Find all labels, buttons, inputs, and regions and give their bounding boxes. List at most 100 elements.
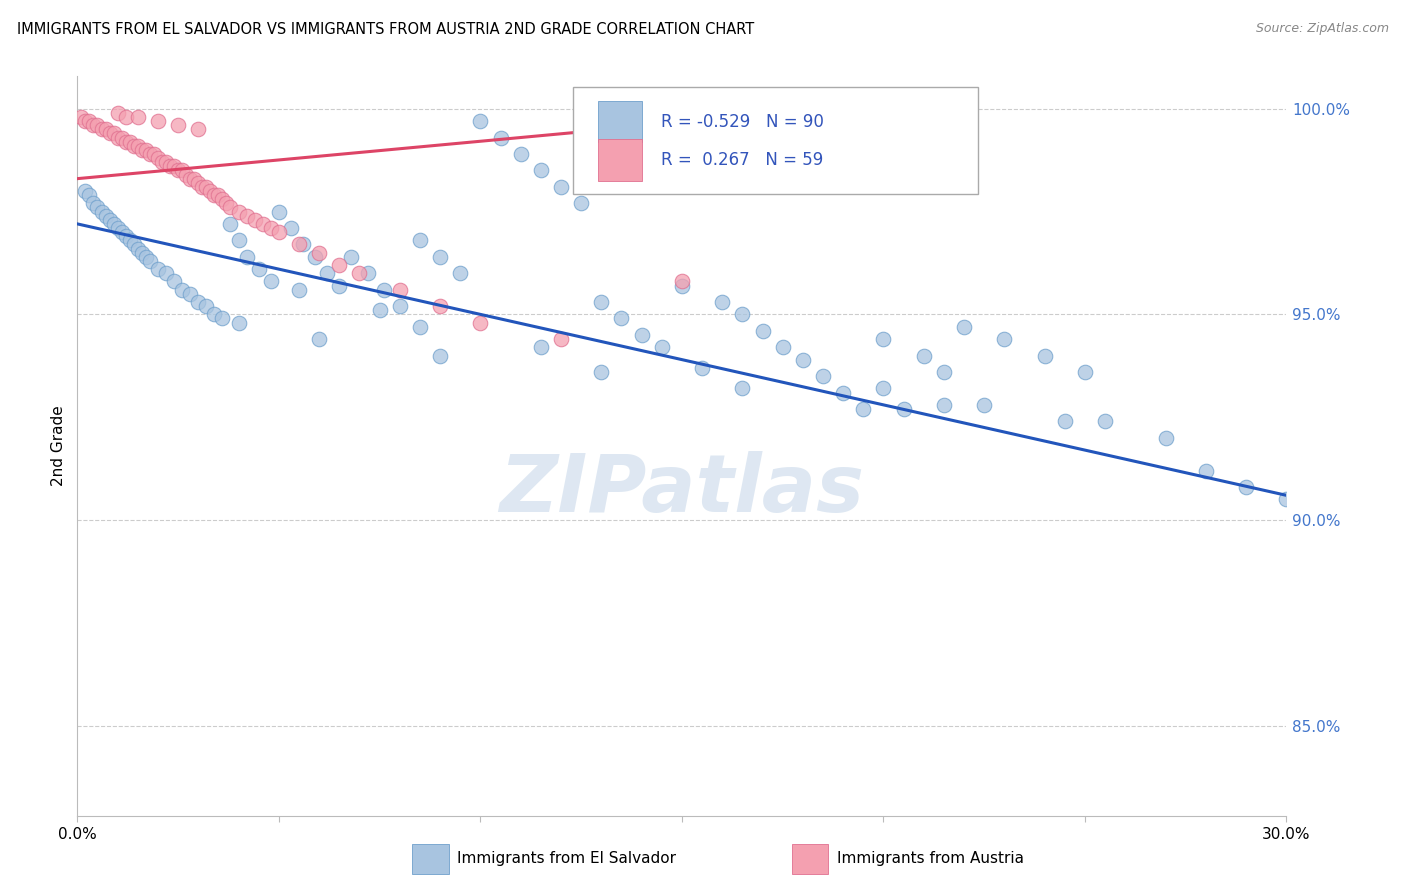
Point (751, 324, 773, 338)
Point (591, 295, 613, 310)
Point (155, 155, 177, 169)
Point (82, 196, 104, 211)
Point (118, 233, 141, 247)
Point (449, 266, 471, 280)
Point (114, 135, 136, 149)
Point (772, 340, 794, 354)
Point (111, 130, 134, 145)
Point (202, 188, 225, 202)
Point (211, 192, 233, 206)
Point (228, 204, 250, 219)
Point (288, 237, 311, 252)
Point (1074, 365, 1097, 379)
Point (671, 275, 693, 289)
Point (550, 332, 572, 346)
Point (191, 179, 214, 194)
Point (356, 266, 378, 280)
Point (228, 316, 250, 330)
Text: IMMIGRANTS FROM EL SALVADOR VS IMMIGRANTS FROM AUSTRIA 2ND GRADE CORRELATION CHA: IMMIGRANTS FROM EL SALVADOR VS IMMIGRANT… (17, 22, 754, 37)
FancyBboxPatch shape (599, 101, 643, 143)
Point (1195, 464, 1218, 478)
Point (349, 266, 371, 280)
Point (328, 278, 350, 293)
Point (111, 225, 134, 239)
Point (127, 138, 149, 153)
Point (202, 307, 225, 321)
Point (211, 311, 233, 326)
FancyBboxPatch shape (574, 87, 979, 194)
Point (79, 114, 101, 128)
Text: Source: ZipAtlas.com: Source: ZipAtlas.com (1256, 22, 1389, 36)
Point (146, 262, 169, 277)
Point (932, 398, 955, 412)
Point (993, 332, 1015, 346)
Point (98, 212, 121, 227)
Point (195, 179, 218, 194)
Point (174, 168, 197, 182)
Point (288, 283, 311, 297)
Point (252, 217, 274, 231)
Point (79, 188, 101, 202)
Point (316, 266, 339, 280)
Point (893, 401, 915, 416)
Point (90, 122, 112, 136)
Point (75, 114, 97, 128)
Point (90, 204, 112, 219)
Point (872, 381, 894, 395)
Point (131, 143, 153, 157)
Point (267, 204, 290, 219)
Point (103, 217, 125, 231)
Point (163, 275, 186, 289)
Point (155, 266, 177, 280)
Y-axis label: 2nd Grade: 2nd Grade (51, 406, 66, 486)
Point (127, 110, 149, 124)
Point (150, 155, 173, 169)
Point (131, 245, 153, 260)
Point (1094, 414, 1116, 428)
Point (142, 147, 165, 161)
Point (187, 295, 209, 310)
Point (912, 349, 935, 363)
Point (811, 369, 834, 384)
Text: ZIPatlas: ZIPatlas (499, 451, 865, 530)
Point (146, 151, 169, 165)
Point (1234, 480, 1257, 494)
Point (167, 118, 190, 132)
Point (122, 138, 145, 153)
Point (1154, 431, 1177, 445)
Point (292, 237, 315, 252)
Point (207, 188, 229, 202)
Point (267, 225, 290, 239)
Point (731, 381, 754, 395)
Point (107, 105, 129, 120)
Point (107, 221, 129, 235)
Point (200, 184, 222, 198)
Point (94, 209, 117, 223)
Point (219, 201, 242, 215)
Point (122, 237, 145, 252)
Point (489, 130, 512, 145)
Point (368, 303, 391, 318)
Point (530, 340, 553, 354)
Point (94, 122, 117, 136)
Point (172, 283, 194, 297)
Point (308, 245, 330, 260)
Point (235, 250, 257, 264)
Point (550, 179, 572, 194)
Point (731, 307, 754, 321)
Point (373, 283, 395, 297)
Point (127, 242, 149, 256)
Point (429, 349, 451, 363)
Point (711, 295, 734, 310)
Point (82, 118, 104, 132)
Point (470, 114, 492, 128)
Point (953, 319, 976, 334)
Point (932, 365, 955, 379)
Point (139, 253, 162, 268)
Point (187, 176, 209, 190)
Point (671, 278, 693, 293)
Point (973, 398, 995, 412)
Text: Immigrants from Austria: Immigrants from Austria (837, 852, 1024, 866)
Point (179, 286, 201, 301)
Point (308, 332, 330, 346)
